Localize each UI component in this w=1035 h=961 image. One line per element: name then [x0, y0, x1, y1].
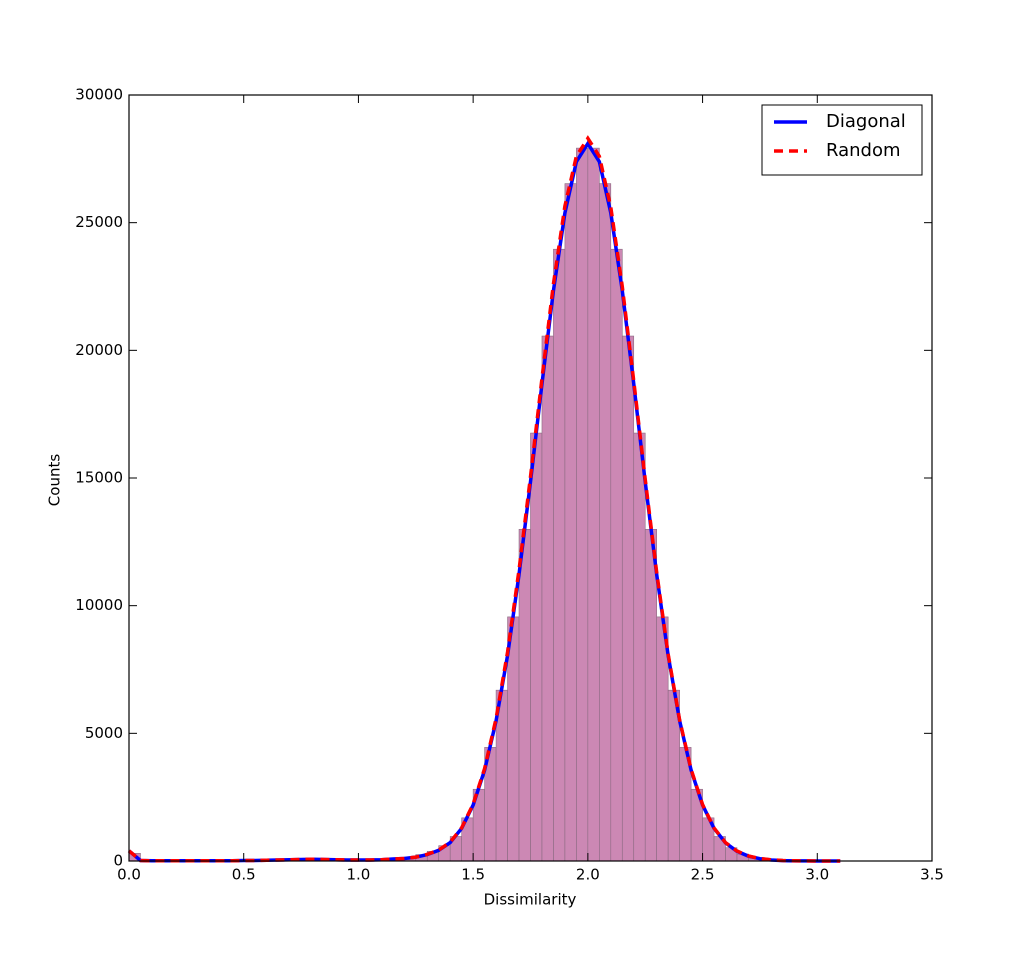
x-tick-label: 1.0: [346, 866, 370, 884]
legend: Diagonal Random: [762, 105, 922, 175]
y-tick-label: 10000: [75, 596, 123, 614]
bar: [588, 148, 599, 861]
x-axis-label: Dissimilarity: [484, 891, 577, 909]
y-tick-label: 15000: [75, 469, 123, 487]
y-tick-label: 25000: [75, 213, 123, 231]
y-tick-label: 30000: [75, 86, 123, 104]
bar: [519, 529, 530, 861]
y-axis-label: Counts: [46, 454, 64, 507]
x-tick-label: 3.0: [805, 866, 829, 884]
x-tick-label: 2.0: [576, 866, 600, 884]
y-tick-label: 20000: [75, 341, 123, 359]
bar: [611, 249, 622, 861]
bar: [576, 148, 587, 861]
bar: [565, 184, 576, 861]
x-tick-label: 0.5: [232, 866, 256, 884]
y-tick-label: 0: [113, 852, 123, 870]
bar: [599, 184, 610, 861]
bar: [531, 433, 542, 861]
bar: [622, 336, 633, 861]
y-tick-label: 5000: [85, 724, 123, 742]
bar: [634, 433, 645, 861]
bar: [542, 336, 553, 861]
legend-label: Diagonal: [826, 111, 906, 132]
bar: [553, 249, 564, 861]
x-tick-label: 1.5: [461, 866, 485, 884]
x-tick-label: 2.5: [691, 866, 715, 884]
legend-label: Random: [826, 140, 901, 161]
bar: [645, 529, 656, 861]
x-tick-label: 3.5: [920, 866, 944, 884]
